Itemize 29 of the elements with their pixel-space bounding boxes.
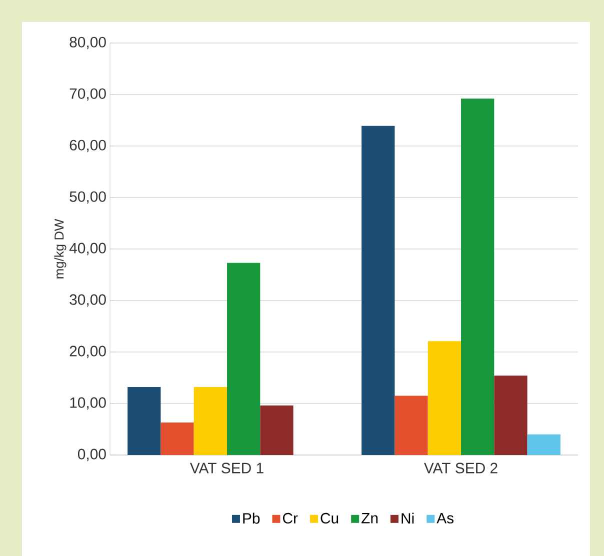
bar <box>461 98 494 455</box>
legend-label: As <box>436 513 454 524</box>
bar <box>362 126 395 455</box>
y-tick-label: 60,00 <box>70 140 106 152</box>
bar <box>494 376 528 455</box>
legend-label: Ni <box>402 512 414 524</box>
bar <box>428 341 462 455</box>
legend-label: Pb <box>243 512 260 524</box>
bar <box>128 387 161 455</box>
x-tick-label: VAT SED 2 <box>424 462 498 474</box>
y-axis-title: mg/kg DW <box>54 218 66 278</box>
bar <box>194 387 228 455</box>
bar <box>160 422 194 455</box>
y-tick-label: 50,00 <box>70 191 106 204</box>
y-tick-label: 10,00 <box>70 397 106 410</box>
y-tick-label: 30,00 <box>70 294 106 307</box>
legend-label: Cr <box>283 512 298 524</box>
bar <box>527 434 560 455</box>
y-tick-label: 0,00 <box>78 448 106 462</box>
bar <box>260 406 294 455</box>
legend-label: Cu <box>320 512 338 524</box>
bar <box>394 396 428 455</box>
y-tick-label: 20,00 <box>70 346 106 358</box>
legend-label: Zn <box>362 513 378 524</box>
y-tick-label: 80,00 <box>70 36 106 50</box>
bar <box>227 262 260 455</box>
x-tick-label: VAT SED 1 <box>190 462 264 474</box>
y-tick-label: 70,00 <box>70 88 106 101</box>
y-tick-label: 40,00 <box>69 242 106 256</box>
